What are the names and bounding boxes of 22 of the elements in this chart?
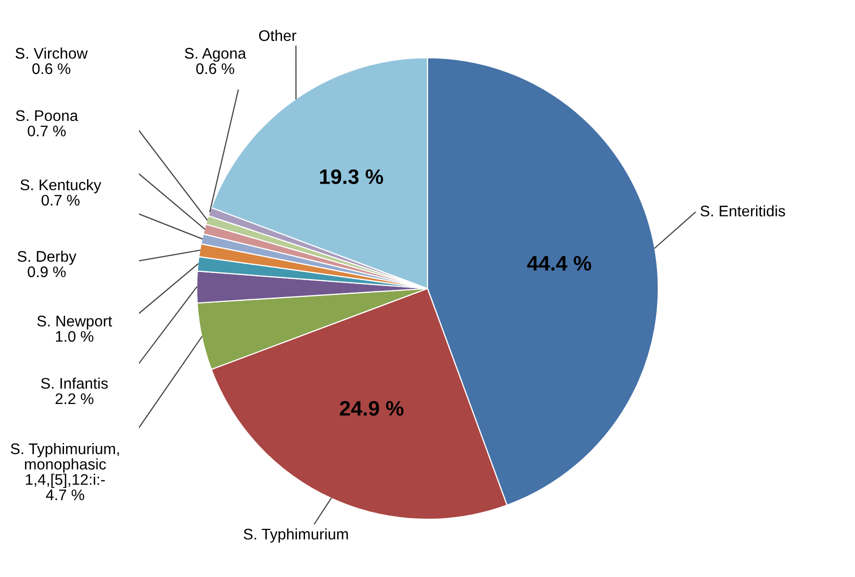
data-label: 4.7 % xyxy=(46,490,84,500)
data-label: 0.6 % xyxy=(196,63,234,74)
slice-label: S. Kentucky xyxy=(20,179,102,194)
slice-label: S. Derby xyxy=(18,250,76,265)
data-label: 2.2 % xyxy=(56,393,94,404)
data-label: 0.7 % xyxy=(28,126,66,136)
slice-label: S. Virchow xyxy=(16,48,88,59)
slice-label: S. Typhimurium, monophasic 1,4,[5],12:i:- xyxy=(10,442,119,488)
slice-label: S. Agona xyxy=(184,48,246,62)
slice-label: Other xyxy=(259,30,296,42)
data-label: 0.7 % xyxy=(42,194,80,206)
slice-label: S. Infantis xyxy=(41,378,108,389)
data-label: 0.9 % xyxy=(28,266,66,278)
slice-label: S. Newport xyxy=(37,316,112,330)
data-label: 24.9 % xyxy=(340,400,404,416)
slice-label: S. Poona xyxy=(16,110,78,122)
data-label: 19.3 % xyxy=(320,169,384,184)
slice-label: S. Typhimurium xyxy=(244,528,348,543)
slice-label: S. Enteritidis xyxy=(700,205,786,216)
data-label: 1.0 % xyxy=(56,331,94,342)
data-label: 0.6 % xyxy=(32,63,70,74)
data-label: 44.4 % xyxy=(527,256,592,271)
